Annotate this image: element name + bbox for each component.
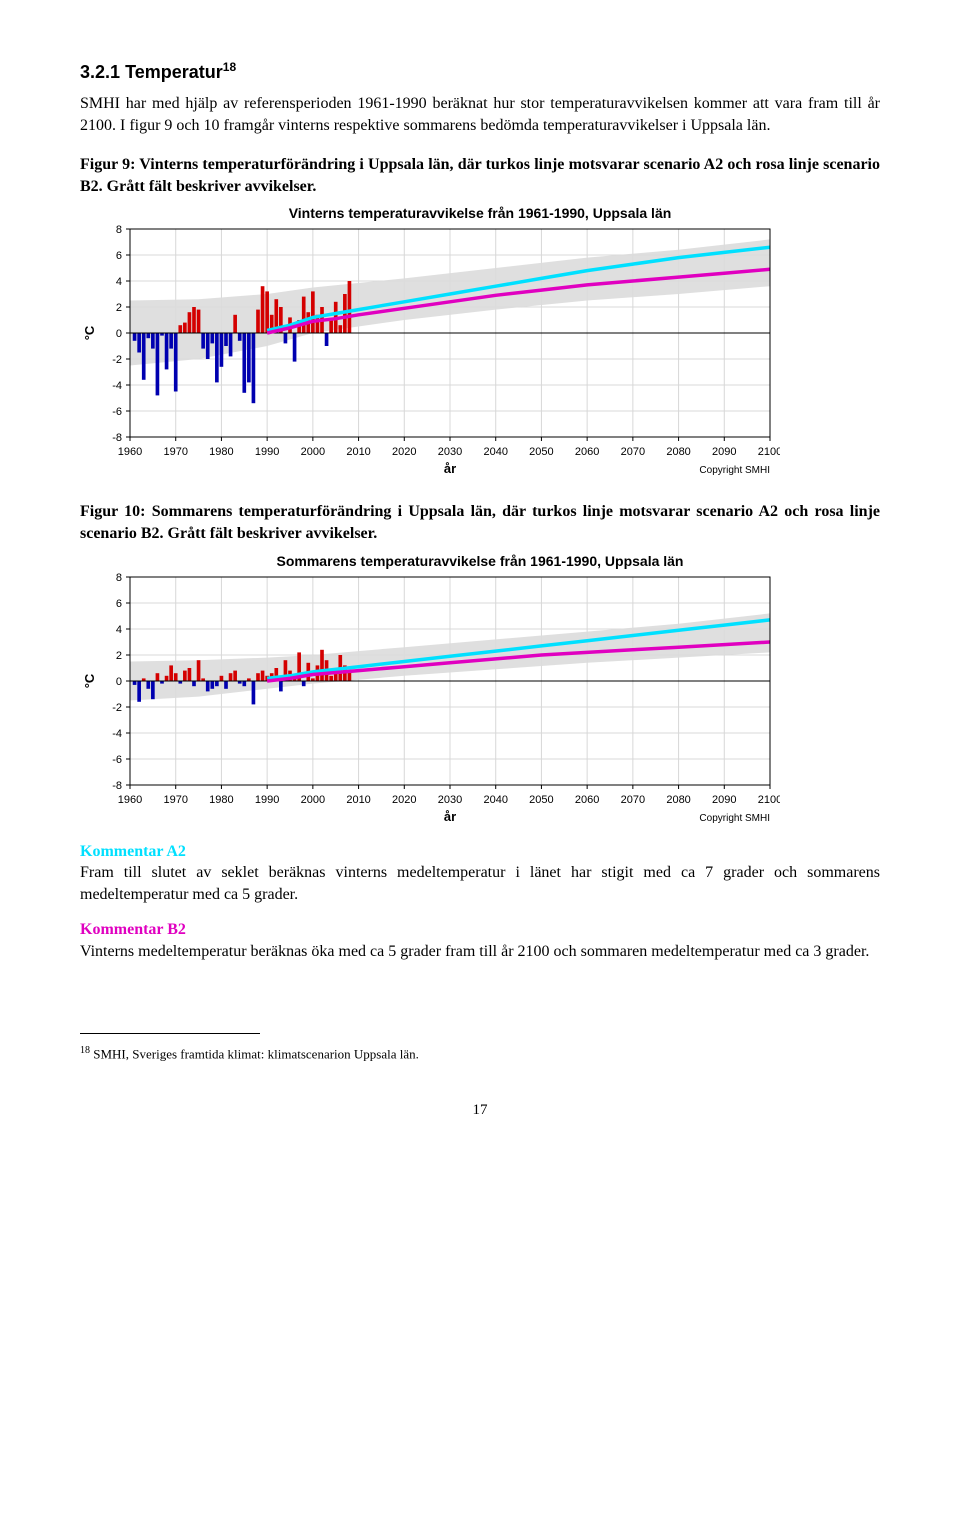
svg-text:2100: 2100 (758, 794, 780, 806)
svg-text:2090: 2090 (712, 794, 736, 806)
svg-text:år: år (444, 461, 456, 476)
svg-text:1960: 1960 (118, 794, 142, 806)
svg-text:-6: -6 (112, 406, 122, 418)
svg-text:2100: 2100 (758, 446, 780, 458)
svg-text:2060: 2060 (575, 446, 599, 458)
kommentar-a2-heading: Kommentar A2 (80, 841, 880, 863)
svg-text:8: 8 (116, 572, 122, 584)
footnote-text: SMHI, Sveriges framtida klimat: klimatsc… (90, 1046, 419, 1061)
svg-text:-2: -2 (112, 702, 122, 714)
svg-text:2030: 2030 (438, 446, 462, 458)
svg-text:1980: 1980 (209, 794, 233, 806)
svg-text:2040: 2040 (483, 446, 507, 458)
svg-text:0: 0 (116, 328, 122, 340)
svg-text:-6: -6 (112, 754, 122, 766)
figure-9-chart: Vinterns temperaturavvikelse från 1961-1… (80, 205, 880, 483)
chart2-title: Sommarens temperaturavvikelse från 1961-… (80, 553, 880, 569)
svg-text:2020: 2020 (392, 446, 416, 458)
svg-text:år: år (444, 809, 456, 824)
svg-text:4: 4 (116, 624, 122, 636)
footnote: 18 SMHI, Sveriges framtida klimat: klima… (80, 1044, 880, 1063)
figure-9-caption: Figur 9: Vinterns temperaturförändring i… (80, 154, 880, 197)
figure-10-caption: Figur 10: Sommarens temperaturförändring… (80, 501, 880, 544)
svg-text:0: 0 (116, 676, 122, 688)
svg-text:2050: 2050 (529, 794, 553, 806)
svg-text:4: 4 (116, 276, 122, 288)
svg-text:-8: -8 (112, 432, 122, 444)
svg-text:Copyright SMHI: Copyright SMHI (699, 465, 770, 476)
svg-text:2090: 2090 (712, 446, 736, 458)
section-footmark: 18 (223, 60, 236, 74)
svg-text:°C: °C (82, 673, 97, 688)
svg-text:6: 6 (116, 250, 122, 262)
svg-text:2000: 2000 (301, 446, 325, 458)
section-heading: 3.2.1 Temperatur18 (80, 60, 880, 83)
svg-text:2030: 2030 (438, 794, 462, 806)
svg-text:-2: -2 (112, 354, 122, 366)
svg-text:2010: 2010 (346, 446, 370, 458)
footnote-separator (80, 1033, 260, 1034)
footnote-mark: 18 (80, 1045, 90, 1056)
svg-text:2070: 2070 (621, 794, 645, 806)
svg-text:2080: 2080 (666, 794, 690, 806)
svg-text:Copyright SMHI: Copyright SMHI (699, 813, 770, 824)
intro-paragraph: SMHI har med hjälp av referensperioden 1… (80, 93, 880, 136)
svg-text:-4: -4 (112, 380, 122, 392)
svg-text:2050: 2050 (529, 446, 553, 458)
svg-text:2: 2 (116, 650, 122, 662)
svg-text:-4: -4 (112, 728, 122, 740)
chart1-title: Vinterns temperaturavvikelse från 1961-1… (80, 205, 880, 221)
kommentar-b2-text: Vinterns medeltemperatur beräknas öka me… (80, 941, 880, 963)
svg-text:1990: 1990 (255, 794, 279, 806)
svg-text:2000: 2000 (301, 794, 325, 806)
figure-10-chart: Sommarens temperaturavvikelse från 1961-… (80, 553, 880, 831)
svg-text:2070: 2070 (621, 446, 645, 458)
svg-text:1990: 1990 (255, 446, 279, 458)
svg-text:-8: -8 (112, 780, 122, 792)
svg-text:1980: 1980 (209, 446, 233, 458)
svg-text:2020: 2020 (392, 794, 416, 806)
section-number: 3.2.1 (80, 62, 120, 82)
page-number: 17 (80, 1102, 880, 1119)
svg-text:°C: °C (82, 325, 97, 340)
svg-text:6: 6 (116, 598, 122, 610)
svg-text:1970: 1970 (163, 794, 187, 806)
svg-text:2010: 2010 (346, 794, 370, 806)
svg-text:1960: 1960 (118, 446, 142, 458)
section-title: Temperatur (125, 62, 223, 82)
svg-text:1970: 1970 (163, 446, 187, 458)
svg-text:2040: 2040 (483, 794, 507, 806)
svg-text:2060: 2060 (575, 794, 599, 806)
kommentar-b2-heading: Kommentar B2 (80, 919, 880, 941)
kommentar-a2-text: Fram till slutet av seklet beräknas vint… (80, 862, 880, 905)
svg-text:8: 8 (116, 224, 122, 236)
svg-text:2080: 2080 (666, 446, 690, 458)
svg-text:2: 2 (116, 302, 122, 314)
